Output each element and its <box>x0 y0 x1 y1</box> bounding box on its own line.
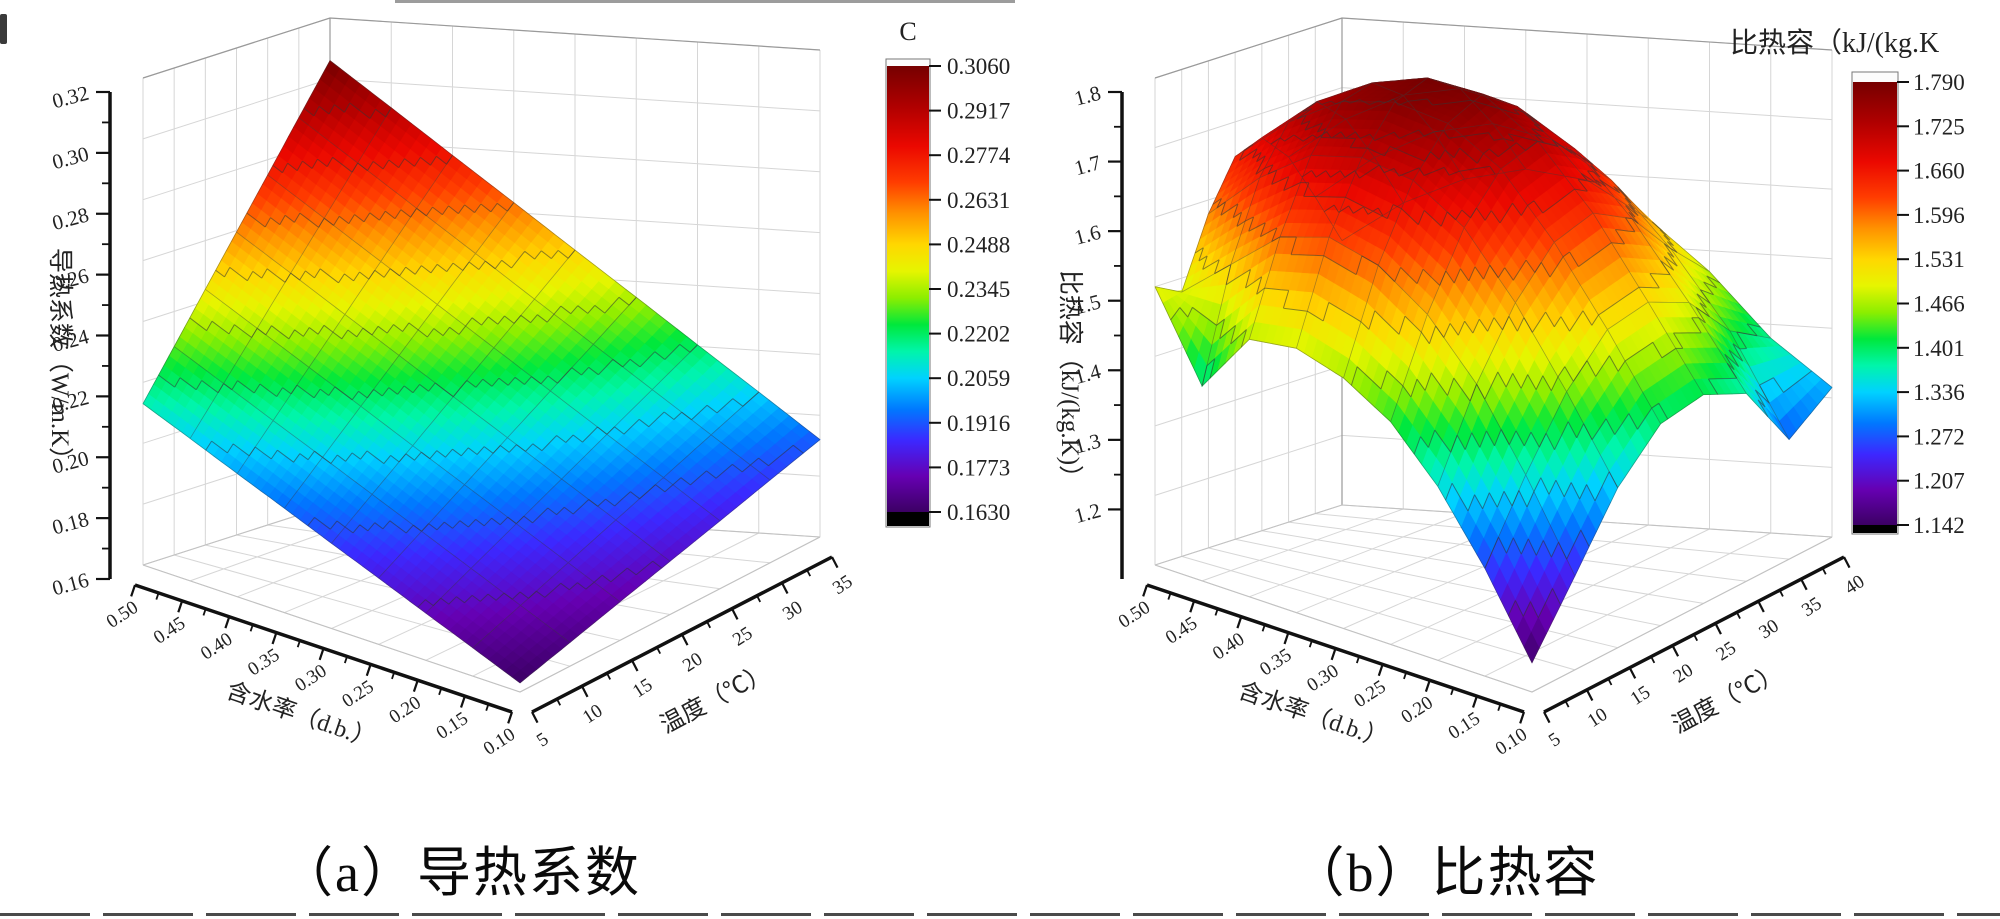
temperature-axis-title: 温度（℃） <box>656 659 775 739</box>
colorbar-label: 1.142 <box>1913 513 1965 538</box>
moisture-axis-tick-label: 0.40 <box>1209 629 1248 665</box>
colorbar-label: 0.2488 <box>947 232 1010 257</box>
colorbar-label: 0.3060 <box>947 54 1010 79</box>
colorbar-label: 1.207 <box>1913 469 1965 494</box>
temperature-axis-tick-label: 15 <box>1627 682 1654 710</box>
z-axis-title: 比热容（kJ/(kg.K)） <box>1056 270 1084 490</box>
colorbar-label: 1.466 <box>1913 292 1965 317</box>
temperature-axis-tick-label: 10 <box>1584 704 1611 732</box>
colorbar-label: 1.401 <box>1913 336 1965 361</box>
z-tick-label: 1.8 <box>1072 81 1104 111</box>
moisture-axis-tick-label: 0.20 <box>386 692 425 728</box>
colorbar-above-max <box>887 60 929 66</box>
z-tick-label: 0.16 <box>50 568 92 601</box>
scan-artifact-left <box>0 14 7 44</box>
temperature-axis-tick-label: 5 <box>533 729 552 752</box>
z-tick-label: 0.28 <box>50 202 92 235</box>
colorbar-label: 1.336 <box>1913 380 1965 405</box>
colorbar-label: 0.2774 <box>947 143 1011 168</box>
colorbar-label: 0.1773 <box>947 455 1010 480</box>
plot-a-contours <box>158 102 804 608</box>
colorbar-b: 1.790 1.725 1.660 1.596 1.531 1.466 1.401 1.336… <box>1730 27 1965 538</box>
moisture-axis-tick-label: 0.10 <box>480 724 519 760</box>
moisture-axis-tick-label: 0.15 <box>1445 708 1484 744</box>
colorbar-gradient <box>887 66 929 512</box>
colorbar-label: 1.725 <box>1913 114 1965 139</box>
caption-a: （a）导热系数 <box>279 843 641 903</box>
moisture-axis-tick-label: 0.25 <box>338 676 377 712</box>
plot-b-contours <box>1170 98 1812 618</box>
colorbar-label: 1.596 <box>1913 203 1965 228</box>
plot-b-mesh <box>1154 77 1833 663</box>
moisture-axis-tick-label: 0.50 <box>1115 597 1154 633</box>
moisture-axis-tick-label: 0.50 <box>103 597 142 633</box>
colorbar-label: 1.790 <box>1913 70 1965 95</box>
temperature-axis-tick-label: 30 <box>1755 615 1782 643</box>
moisture-axis-tick-label: 0.45 <box>150 613 189 649</box>
moisture-axis-tick-label: 0.35 <box>244 645 283 681</box>
colorbar-below-min <box>1853 525 1897 533</box>
temperature-axis-tick-label: 35 <box>1798 593 1825 621</box>
colorbar-label: 1.531 <box>1913 247 1965 272</box>
moisture-axis-tick-label: 0.25 <box>1350 676 1389 712</box>
colorbar-label: 0.2631 <box>947 188 1010 213</box>
moisture-axis-tick-label: 0.40 <box>197 629 236 665</box>
z-tick-label: 1.6 <box>1072 220 1104 250</box>
scan-artifact-top <box>395 0 1015 3</box>
caption-b: （b）比热容 <box>1290 843 1600 903</box>
surface-plot-a: 0.160.180.200.220.240.260.280.300.32导热系数… <box>46 17 1011 760</box>
temperature-axis-tick-label: 25 <box>729 623 756 651</box>
moisture-axis-tick-label: 0.45 <box>1162 613 1201 649</box>
temperature-axis-tick-label: 20 <box>679 649 706 677</box>
colorbar-label: 0.1916 <box>947 411 1010 436</box>
colorbar-below-min <box>887 512 929 526</box>
temperature-axis-tick-label: 40 <box>1841 571 1868 599</box>
z-tick-label: 0.30 <box>50 142 92 175</box>
colorbar-gradient <box>1853 82 1897 525</box>
z-tick-label: 0.18 <box>50 507 92 540</box>
colorbar-label: 0.2059 <box>947 366 1010 391</box>
temperature-axis-tick-label: 25 <box>1713 637 1740 665</box>
temperature-axis-tick-label: 20 <box>1670 660 1697 688</box>
temperature-axis-tick-label: 30 <box>779 597 806 625</box>
surface-plot-b: 1.21.31.41.51.61.71.8比热容（kJ/(kg.K)）0.100… <box>1056 17 1965 760</box>
colorbar-label: 0.1630 <box>947 500 1010 525</box>
colorbar-title-a: C <box>899 17 916 46</box>
colorbar-label: 0.2202 <box>947 322 1010 347</box>
colorbar-title-b: 比热容（kJ/(kg.K <box>1730 27 1939 59</box>
temperature-axis-tick-label: 15 <box>629 674 656 702</box>
temperature-axis-tick-label: 10 <box>579 700 606 728</box>
moisture-axis-tick-label: 0.30 <box>1303 660 1342 696</box>
colorbar-label: 0.2345 <box>947 277 1010 302</box>
colorbar-label: 1.660 <box>1913 159 1965 184</box>
moisture-axis-tick-label: 0.10 <box>1492 724 1531 760</box>
scan-artifact-bottom <box>0 913 2000 916</box>
z-tick-label: 1.2 <box>1072 498 1104 528</box>
plot-a-mesh <box>142 60 821 684</box>
z-tick-label: 0.32 <box>50 81 92 114</box>
moisture-axis-tick-label: 0.20 <box>1398 692 1437 728</box>
z-tick-label: 1.7 <box>1072 150 1104 180</box>
colorbar-above-max <box>1853 73 1897 82</box>
colorbar-a: 0.3060 0.2917 0.2774 0.2631 0.2488 0.2345 0.22… <box>885 17 1011 528</box>
plot-a-surface <box>142 60 821 684</box>
temperature-axis-tick-label: 5 <box>1545 729 1564 752</box>
z-axis-title: 导热系数（W/m.K） <box>46 248 74 472</box>
moisture-axis-tick-label: 0.15 <box>433 708 472 744</box>
colorbar-label: 1.272 <box>1913 424 1965 449</box>
moisture-axis-tick-label: 0.35 <box>1256 645 1295 681</box>
temperature-axis-tick-label: 35 <box>829 571 856 599</box>
moisture-axis-tick-label: 0.30 <box>291 660 330 696</box>
colorbar-label: 0.2917 <box>947 99 1010 124</box>
